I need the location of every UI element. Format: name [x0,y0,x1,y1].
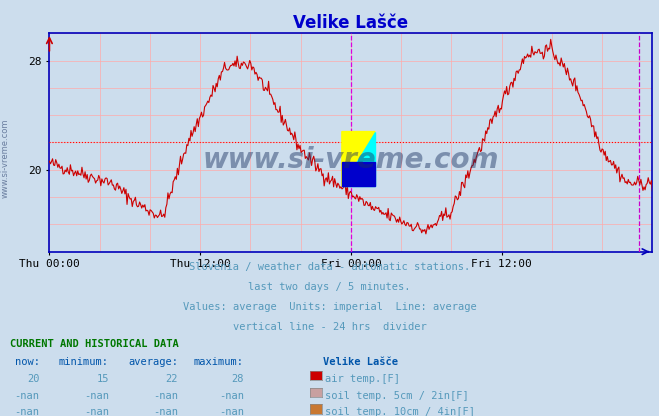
Text: -nan: -nan [153,407,178,416]
Text: Slovenia / weather data - automatic stations.: Slovenia / weather data - automatic stat… [189,262,470,272]
Text: air temp.[F]: air temp.[F] [325,374,400,384]
Text: -nan: -nan [153,391,178,401]
Text: 22: 22 [165,374,178,384]
Polygon shape [342,131,375,186]
Text: last two days / 5 minutes.: last two days / 5 minutes. [248,282,411,292]
Text: average:: average: [128,357,178,366]
Text: Velike Lašče: Velike Lašče [323,357,398,366]
Text: -nan: -nan [14,391,40,401]
Text: -nan: -nan [14,407,40,416]
Text: -nan: -nan [219,391,244,401]
Text: www.si-vreme.com: www.si-vreme.com [203,146,499,174]
Polygon shape [342,131,375,186]
Text: minimum:: minimum: [59,357,109,366]
Text: -nan: -nan [84,391,109,401]
Text: now:: now: [14,357,40,366]
Title: Velike Lašče: Velike Lašče [293,14,409,32]
Bar [342,161,375,186]
Text: 15: 15 [96,374,109,384]
Text: soil temp. 5cm / 2in[F]: soil temp. 5cm / 2in[F] [325,391,469,401]
Text: 28: 28 [231,374,244,384]
Text: soil temp. 10cm / 4in[F]: soil temp. 10cm / 4in[F] [325,407,475,416]
Text: Values: average  Units: imperial  Line: average: Values: average Units: imperial Line: av… [183,302,476,312]
Text: CURRENT AND HISTORICAL DATA: CURRENT AND HISTORICAL DATA [10,339,179,349]
Text: vertical line - 24 hrs  divider: vertical line - 24 hrs divider [233,322,426,332]
Text: -nan: -nan [219,407,244,416]
Text: maximum:: maximum: [194,357,244,366]
Text: -nan: -nan [84,407,109,416]
Text: www.si-vreme.com: www.si-vreme.com [1,118,10,198]
Text: 20: 20 [27,374,40,384]
